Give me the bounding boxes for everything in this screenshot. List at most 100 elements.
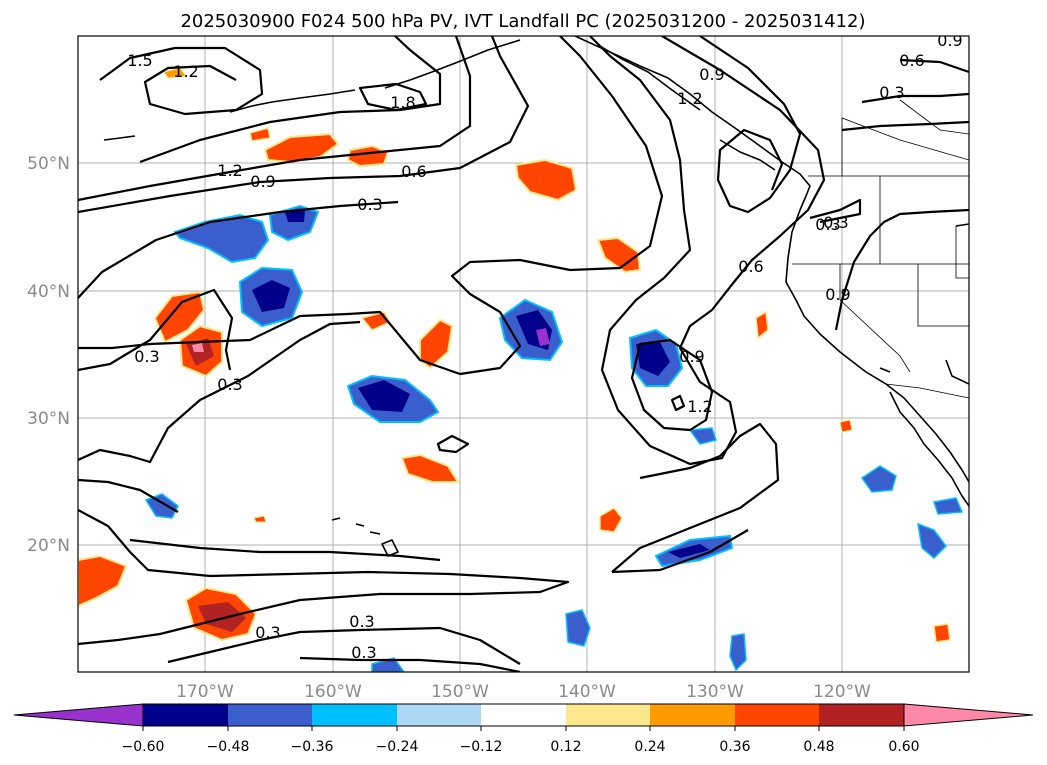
- lat-tick: 50°N: [27, 154, 70, 174]
- contour-label: 1.2: [687, 397, 712, 416]
- contour-label: 0.3: [217, 375, 242, 394]
- contour-line: [78, 478, 179, 513]
- colorbar-frame: [142, 703, 905, 727]
- contour-label: 0.9: [699, 65, 724, 84]
- contour-line: [78, 288, 234, 372]
- negative-anomaly-core: [668, 544, 710, 558]
- contour-label: 1.2: [173, 62, 198, 81]
- colorbar-tick: 0.60: [888, 739, 919, 755]
- negative-anomaly: [144, 493, 179, 519]
- contour-label: 1.8: [390, 93, 415, 112]
- contour-label: 0.9: [937, 31, 962, 50]
- lon-tick: 160°W: [304, 682, 362, 702]
- map-title: 2025030900 F024 500 hPa PV, IVT Landfall…: [180, 11, 865, 32]
- lon-tick-labels: 170°W 160°W 150°W 140°W 130°W 120°W: [176, 682, 871, 702]
- political-borders: [792, 99, 969, 399]
- contour-line: [78, 36, 664, 376]
- contour-label: 0.3: [823, 213, 848, 232]
- positive-anomaly-core: [198, 602, 246, 632]
- pv-contours: [78, 36, 969, 672]
- contour-line: [139, 36, 442, 164]
- lat-tick: 20°N: [27, 536, 70, 556]
- lon-tick: 120°W: [813, 682, 871, 702]
- contour-line: [299, 656, 521, 672]
- lat-tick: 30°N: [27, 409, 70, 429]
- contour-line: [834, 208, 969, 331]
- contour-label: 1.2: [217, 161, 242, 180]
- province-border: [841, 117, 969, 176]
- negative-anomaly: [729, 633, 747, 672]
- colorbar-segment: [143, 704, 228, 726]
- colorbar-tick-labels: −0.60 −0.48 −0.36 −0.24 −0.12 0.12 0.24 …: [122, 739, 920, 755]
- contour-label: 0.3: [349, 612, 374, 631]
- hawaii-island: [369, 531, 381, 535]
- hawaii-island: [381, 539, 399, 557]
- negative-anomaly-core: [536, 328, 550, 346]
- negative-anomaly-core: [252, 280, 290, 312]
- positive-anomaly: [514, 158, 578, 202]
- contour-label: 0.3: [351, 643, 376, 662]
- positive-anomaly: [400, 453, 460, 483]
- contour-line: [129, 538, 441, 562]
- aleutians-coastline: [103, 135, 136, 141]
- contour-line: [630, 338, 714, 432]
- colorbar-tick: 0.12: [550, 739, 581, 755]
- bc-islands-coastline: [719, 139, 776, 171]
- colorbar-tick: −0.12: [460, 739, 503, 755]
- negative-anomaly: [565, 609, 591, 647]
- colorbar-tick: 0.36: [719, 739, 750, 755]
- contour-label: 0.3: [815, 215, 840, 234]
- colorbar-segment: [819, 704, 904, 726]
- colorbar-extend-min: [13, 703, 144, 727]
- contour-line: [78, 200, 399, 299]
- contour-label: 0.6: [401, 162, 426, 181]
- contour-label: 0.3: [134, 347, 159, 366]
- positive-anomaly: [596, 236, 642, 274]
- aleutians-coastline: [229, 89, 356, 113]
- positive-anomaly: [253, 515, 267, 523]
- state-border: [839, 264, 911, 373]
- contour-labels: 1.5 1.2 1.8 1.2 0.9 0.6 0.3 0.3 0.3 0.3 …: [127, 31, 962, 662]
- positive-anomaly: [153, 290, 206, 344]
- positive-anomaly: [263, 132, 340, 164]
- positive-anomaly-core: [192, 343, 204, 352]
- alaska-coastline: [599, 45, 701, 111]
- colorbar-segment: [312, 704, 397, 726]
- lake-coastline: [955, 223, 969, 227]
- colorbar-segment: [735, 704, 819, 726]
- contour-line: [436, 434, 470, 454]
- positive-anomaly: [839, 419, 853, 433]
- contour-label: 1.5: [127, 51, 152, 70]
- contour-label: 0.9: [679, 347, 704, 366]
- state-border: [955, 226, 969, 279]
- contour-line: [841, 120, 969, 132]
- contour-line: [670, 394, 686, 412]
- negative-anomaly: [268, 204, 320, 242]
- lon-tick: 150°W: [431, 682, 489, 702]
- contour-line: [809, 198, 862, 224]
- positive-anomaly: [933, 623, 951, 643]
- contour-line: [699, 36, 802, 214]
- contour-line: [78, 36, 530, 214]
- lon-tick: 140°W: [558, 682, 616, 702]
- positive-anomaly: [599, 507, 623, 533]
- colorbar-segment: [481, 704, 566, 726]
- coastlines: [103, 36, 969, 557]
- hawaii-island: [355, 523, 365, 527]
- colorbar: [13, 703, 1034, 731]
- contour-line: [861, 92, 969, 104]
- negative-anomaly-core: [285, 210, 305, 222]
- contour-line: [78, 509, 570, 646]
- contour-label: 0.6: [738, 257, 763, 276]
- channel-islands: [879, 367, 891, 373]
- contour-line: [899, 58, 969, 74]
- contour-line: [589, 36, 826, 466]
- lat-tick-labels: 20°N 30°N 40°N 50°N: [27, 154, 70, 556]
- province-border: [899, 99, 969, 135]
- contour-line: [358, 82, 428, 112]
- negative-anomaly: [860, 465, 897, 493]
- colorbar-segment: [228, 704, 312, 726]
- contour-label: 0.3: [255, 623, 280, 642]
- negative-anomaly-core: [636, 342, 670, 376]
